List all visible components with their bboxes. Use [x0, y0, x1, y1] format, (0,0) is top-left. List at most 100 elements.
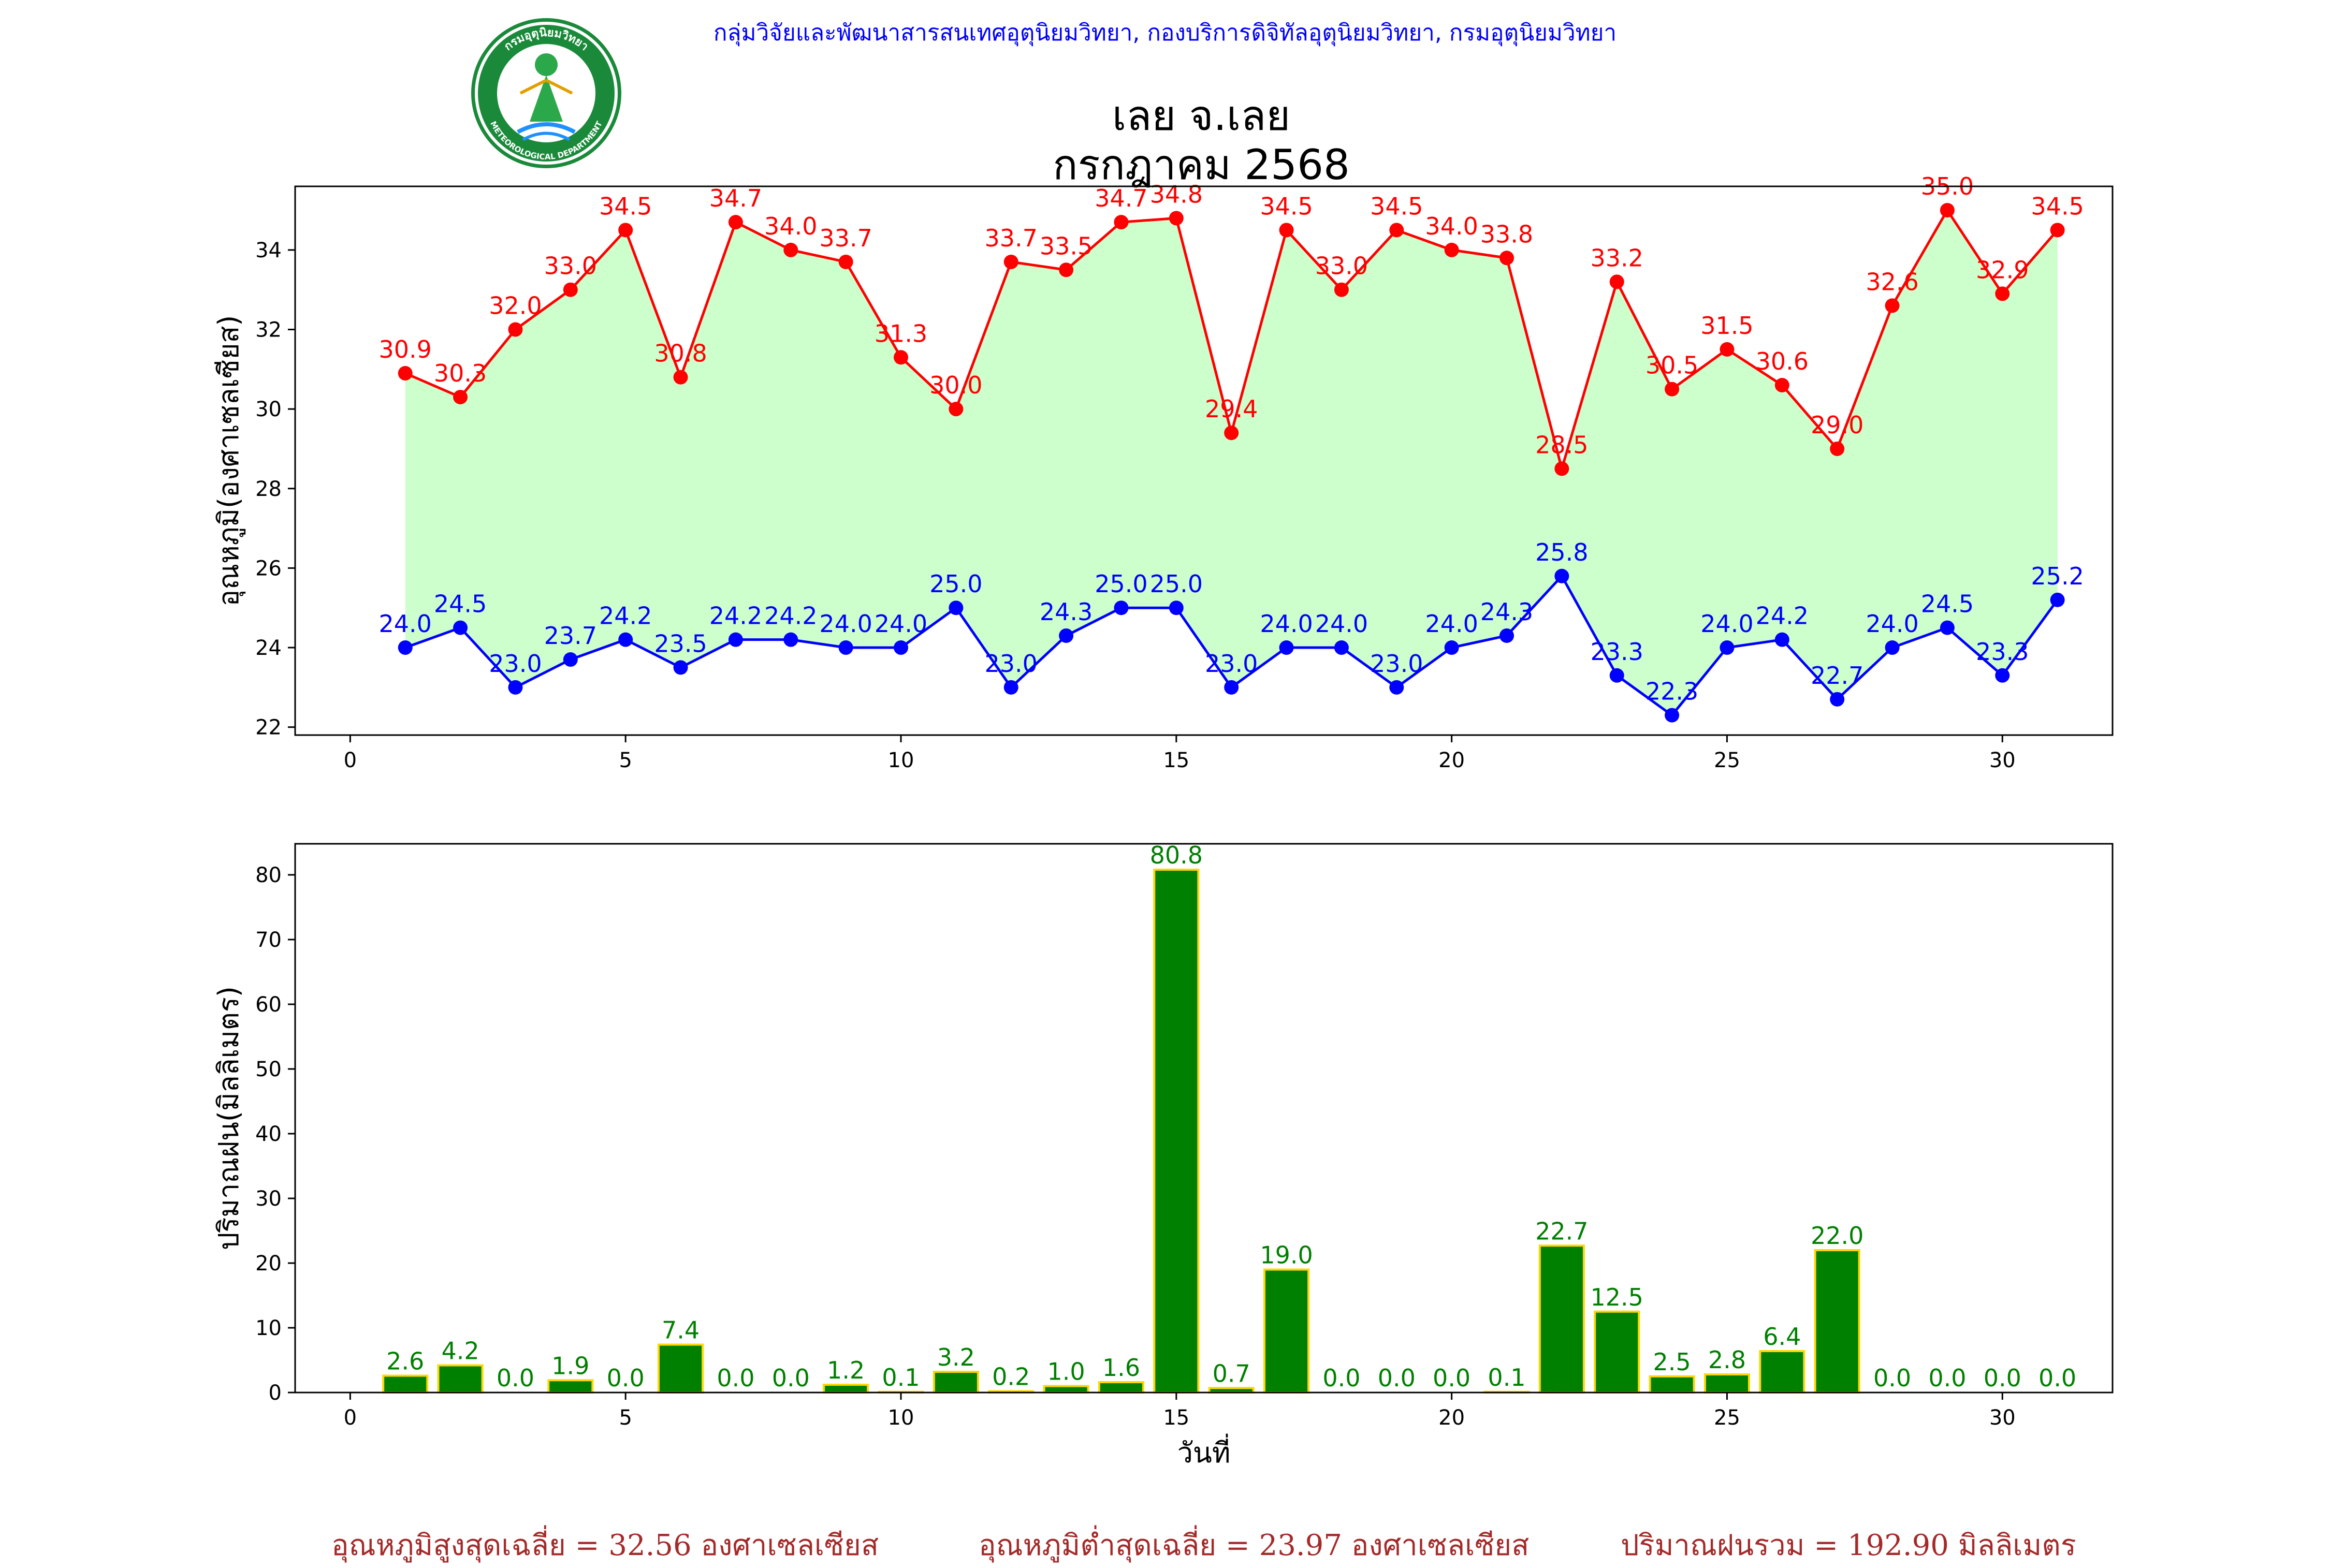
rain-bar-label: 12.5: [1591, 1283, 1643, 1311]
min-temp-label: 22.7: [1811, 662, 1863, 690]
rain-x-tick-label: 30: [1989, 1406, 2016, 1430]
rain-bar-label: 22.7: [1535, 1217, 1588, 1245]
min-temp-label: 23.0: [985, 650, 1038, 678]
max-temp-label: 29.4: [1205, 395, 1258, 423]
max-temp-label: 30.8: [654, 340, 707, 368]
rain-x-tick-label: 20: [1438, 1406, 1465, 1430]
temp-y-tick-label: 22: [255, 716, 282, 740]
rain-bar-label: 0.1: [882, 1364, 920, 1391]
rain-x-tick-label: 0: [344, 1406, 357, 1430]
temp-x-tick-label: 0: [344, 749, 357, 772]
min-temp-label: 24.3: [1480, 598, 1533, 626]
min-temp-label: 25.0: [1150, 570, 1203, 598]
temp-y-axis-label: อุณหภูมิ(องศาเซลเซียส): [212, 315, 246, 607]
min-temp-point: [838, 640, 853, 655]
rainfall-chart: 2.6 4.2 0.0 1.9 0.0 7.4 0.0 0.0 1.2 0.1 3.2 0.2 1.0 1…: [212, 841, 2114, 1469]
max-temp-point: [1169, 211, 1184, 226]
rain-bar-label: 0.0: [717, 1364, 754, 1392]
min-temp-point: [1665, 708, 1680, 723]
temperature-chart: 30.930.332.033.034.530.834.734.0 33.731.3…: [212, 172, 2114, 772]
min-temp-point: [563, 652, 578, 667]
total-rainfall-summary: ปริมาณฝนรวม = 192.90 มิลลิเมตร: [1621, 1529, 2076, 1562]
rain-bar-label: 2.8: [1708, 1346, 1746, 1374]
max-temp-label: 33.7: [985, 224, 1038, 252]
temp-y-tick-label: 30: [255, 398, 282, 421]
rain-bar-label: 80.8: [1150, 841, 1203, 869]
max-temp-point: [1334, 282, 1349, 297]
max-temp-point: [508, 322, 523, 337]
max-temp-point: [1444, 242, 1459, 257]
min-temp-label: 24.5: [434, 590, 487, 618]
rain-bar-label: 0.2: [992, 1363, 1030, 1391]
max-temp-label: 31.5: [1700, 312, 1753, 340]
rain-x-tick-label: 10: [888, 1406, 914, 1430]
rain-bar-label: 0.0: [2038, 1364, 2076, 1392]
min-temp-label: 24.2: [764, 602, 817, 630]
max-temp-label: 33.0: [544, 252, 597, 280]
min-temp-label: 24.0: [1315, 610, 1368, 638]
max-temp-label: 28.5: [1535, 431, 1588, 459]
min-temp-label: 24.0: [1260, 610, 1313, 638]
max-temp-label: 34.8: [1150, 180, 1203, 208]
rain-bar-label: 1.9: [551, 1352, 589, 1380]
rain-bar: [1703, 1373, 1751, 1394]
rain-bar-label: 6.4: [1763, 1323, 1801, 1351]
rain-y-tick-label: 30: [255, 1187, 282, 1211]
max-temp-label: 34.5: [2031, 192, 2084, 220]
rain-bar-label: 7.4: [662, 1316, 700, 1344]
min-temp-label: 24.0: [819, 610, 872, 638]
rain-y-tick-label: 0: [269, 1381, 282, 1405]
agency-header: กลุ่มวิจัยและพัฒนาสารสนเทศอุตุนิยมวิทยา,…: [713, 20, 1617, 46]
max-temp-point: [894, 350, 908, 365]
rain-bar-label: 4.2: [442, 1337, 479, 1365]
max-temp-point: [1885, 298, 1900, 313]
min-temp-label: 24.3: [1040, 598, 1093, 626]
min-temp-label: 23.7: [544, 622, 597, 650]
meteorological-department-logo: กรมอุตุนิยมวิทยา METEOROLOGICAL DEPARTME…: [471, 18, 621, 168]
rain-y-tick-label: 40: [255, 1122, 282, 1146]
min-temp-label: 24.2: [709, 602, 762, 630]
min-temp-point: [1334, 640, 1349, 655]
max-temp-label: 32.0: [489, 292, 542, 320]
rain-bar: [1263, 1268, 1310, 1394]
temp-y-tick-label: 28: [255, 477, 282, 501]
rain-bar: [658, 1343, 704, 1394]
max-temp-point: [1995, 286, 2010, 301]
max-temp-label: 34.5: [1370, 192, 1423, 220]
min-temp-point: [1114, 600, 1129, 616]
temp-x-tick-label: 15: [1163, 749, 1189, 772]
min-temp-label: 24.0: [379, 610, 432, 638]
rain-x-tick-label: 5: [619, 1406, 632, 1430]
min-temp-point: [398, 640, 413, 655]
min-temp-point: [1995, 668, 2010, 683]
max-temp-point: [1665, 382, 1680, 397]
max-temp-point: [1940, 203, 1955, 218]
min-temp-label: 25.0: [929, 570, 982, 598]
rain-y-axis-label: ปริมาณฝน(มิลลิเมตร): [212, 986, 245, 1250]
rainfall-plot-frame: [294, 843, 2114, 1394]
max-temp-point: [618, 223, 633, 238]
rain-bar-label: 0.0: [1984, 1364, 2021, 1392]
rain-bar-label: 0.0: [1873, 1364, 1911, 1392]
max-temp-point: [1720, 342, 1735, 357]
max-temp-label: 34.7: [709, 184, 762, 212]
max-temp-point: [1774, 378, 1789, 393]
min-temp-point: [1389, 680, 1404, 695]
max-temp-label: 32.9: [1976, 256, 2029, 284]
temp-x-tick-label: 25: [1714, 749, 1740, 772]
min-temp-point: [1720, 640, 1735, 655]
rain-bar: [1153, 869, 1200, 1394]
temp-x-tick-label: 20: [1438, 749, 1465, 772]
rain-bar: [382, 1374, 429, 1394]
max-temp-point: [2050, 223, 2065, 238]
min-temp-point: [508, 680, 523, 695]
min-temp-point: [2050, 592, 2065, 607]
rain-bar-label: 0.0: [607, 1364, 645, 1392]
max-temp-label: 29.0: [1811, 411, 1863, 439]
rain-bar-label: 0.0: [1433, 1364, 1470, 1392]
max-temp-label: 34.5: [1260, 192, 1313, 220]
min-temp-point: [1444, 640, 1459, 655]
max-temp-label: 30.5: [1645, 351, 1698, 379]
rain-bar: [1649, 1375, 1695, 1394]
rain-bar-label: 0.0: [1378, 1364, 1416, 1392]
